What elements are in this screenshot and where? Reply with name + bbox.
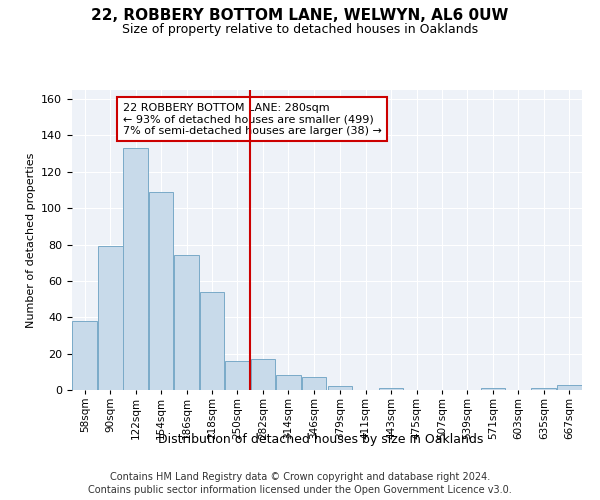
Bar [174, 256, 199, 390]
Text: Size of property relative to detached houses in Oaklands: Size of property relative to detached ho… [122, 22, 478, 36]
Text: 22, ROBBERY BOTTOM LANE, WELWYN, AL6 0UW: 22, ROBBERY BOTTOM LANE, WELWYN, AL6 0UW [91, 8, 509, 22]
Bar [73, 321, 97, 390]
Bar [200, 292, 224, 390]
Bar [532, 388, 556, 390]
Bar [557, 384, 581, 390]
Bar [98, 246, 122, 390]
Text: Contains public sector information licensed under the Open Government Licence v3: Contains public sector information licen… [88, 485, 512, 495]
Bar [302, 378, 326, 390]
Bar [124, 148, 148, 390]
Text: Contains HM Land Registry data © Crown copyright and database right 2024.: Contains HM Land Registry data © Crown c… [110, 472, 490, 482]
Bar [225, 361, 250, 390]
Bar [328, 386, 352, 390]
Bar [149, 192, 173, 390]
Bar [481, 388, 505, 390]
Text: 22 ROBBERY BOTTOM LANE: 280sqm
← 93% of detached houses are smaller (499)
7% of : 22 ROBBERY BOTTOM LANE: 280sqm ← 93% of … [123, 102, 382, 136]
Text: Distribution of detached houses by size in Oaklands: Distribution of detached houses by size … [158, 432, 484, 446]
Bar [251, 359, 275, 390]
Bar [379, 388, 403, 390]
Y-axis label: Number of detached properties: Number of detached properties [26, 152, 35, 328]
Bar [276, 376, 301, 390]
